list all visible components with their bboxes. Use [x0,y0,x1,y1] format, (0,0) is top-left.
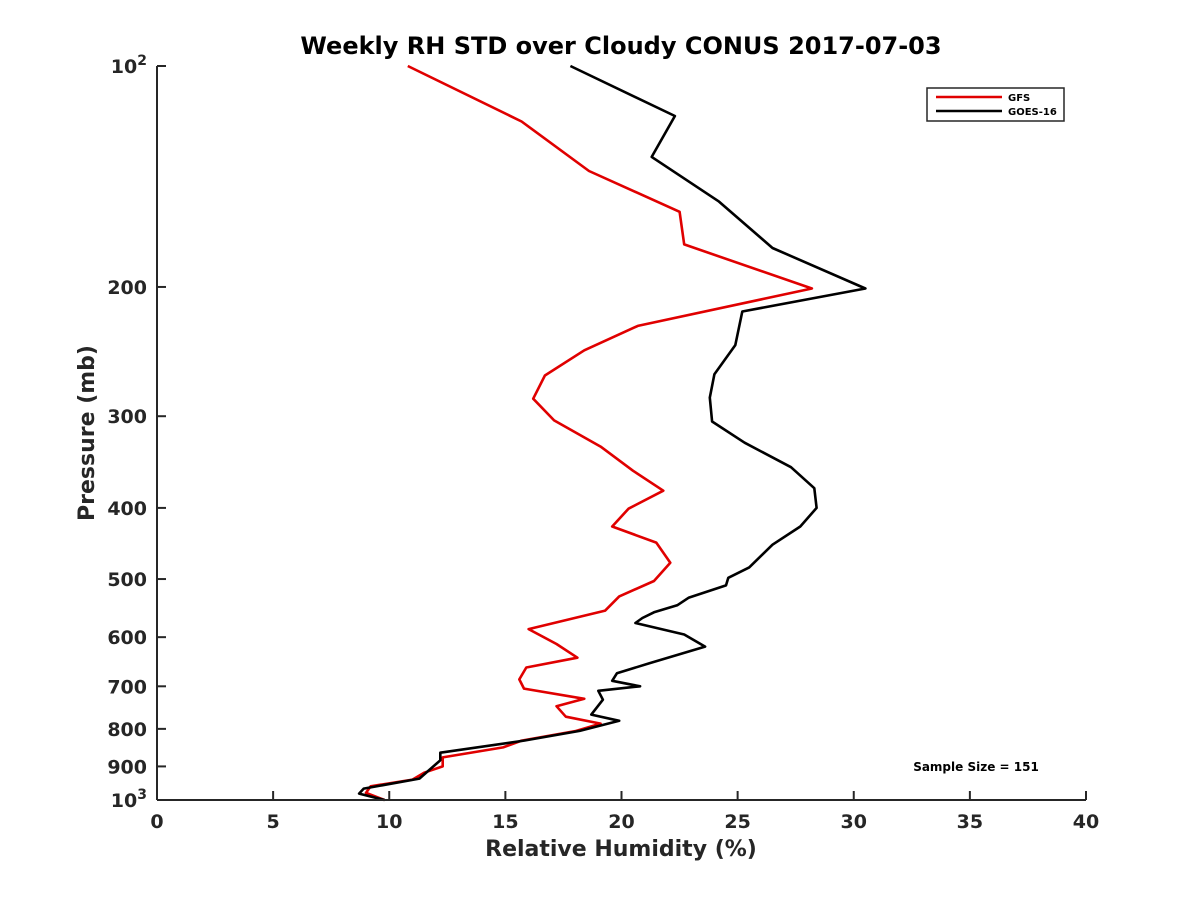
y-tick-label: 700 [107,676,147,698]
y-tick-label: 500 [107,569,147,591]
series-line-gfs [364,64,814,802]
y-tick-label: 900 [107,756,147,778]
y-tick-label: 103 [111,787,147,812]
y-ticks: 102 200 300 400 500 600 700 800 900 103 [107,53,166,812]
y-tick-exponent: 3 [137,787,147,803]
legend-box [926,87,1065,122]
x-axis-label: Relative Humidity (%) [485,837,757,862]
x-tick-label: 10 [376,811,402,833]
series-line-goes16 [357,64,867,802]
x-tick-label: 15 [492,811,518,833]
y-tick-label: 300 [107,406,147,428]
legend-label-goes16: GOES-16 [1008,107,1057,118]
x-tick-label: 30 [841,811,867,833]
y-tick-label: 800 [107,719,147,741]
y-tick-label: 200 [107,277,147,299]
x-tick-label: 40 [1073,811,1099,833]
series-layer [357,64,867,802]
y-tick-label: 600 [107,627,147,649]
x-tick-label: 5 [267,811,280,833]
y-tick-exponent: 2 [137,53,147,69]
x-tick-label: 20 [608,811,634,833]
x-tick-label: 25 [724,811,750,833]
x-tick-label: 0 [150,811,163,833]
plot-area: 0 5 10 15 20 25 30 35 40 102 200 300 400 500 600 700 80… [107,53,1099,833]
y-tick-label: 400 [107,498,147,520]
y-tick-label: 102 [111,53,147,78]
x-ticks: 0 5 10 15 20 25 30 35 40 [150,791,1099,833]
sample-size-annotation: Sample Size = 151 [913,760,1039,774]
legend-label-gfs: GFS [1008,93,1030,104]
legend: GFS GOES-16 [926,87,1065,122]
x-tick-label: 35 [957,811,983,833]
chart-title: Weekly RH STD over Cloudy CONUS 2017-07-… [300,32,941,60]
y-axis-label: Pressure (mb) [75,345,100,521]
